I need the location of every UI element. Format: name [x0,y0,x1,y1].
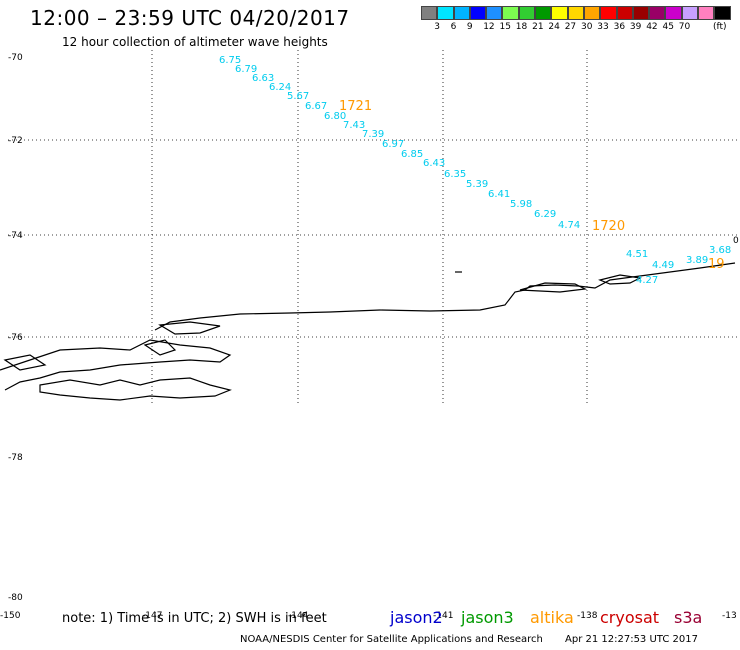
lat-axis-labels: -70 -72 -74 -76 -78 -80 [8,53,23,603]
swh-value: 7.39 [362,129,384,140]
swh-value: 3.89 [686,255,708,266]
coastline [0,262,736,401]
swh-value: 6.43 [423,158,445,169]
swh-value: 4.51 [626,249,648,260]
lon-axis-labels: -150 -147 -144 -141 -138 -13 0 [0,236,739,621]
swh-value: 6.29 [534,209,556,220]
swh-value: 4.27 [636,275,658,286]
colorbar-swatch [437,6,454,20]
swh-value: 3.68 [709,245,731,256]
colorbar-swatch [469,6,487,20]
lat-label: -72 [8,136,23,146]
colorbar-label: 21 [532,22,544,32]
swh-value: 6.85 [401,149,423,160]
colorbar-swatch [649,6,666,20]
footer-note: note: 1) Time is in UTC; 2) SWH is in fe… [62,611,327,626]
colorbar-swatch [535,6,552,20]
swh-value: 6.97 [382,139,404,150]
corner-label: 0 [733,236,739,246]
swh-value: 4.74 [558,220,580,231]
colorbar-label: 70 [678,22,691,32]
credit-text: NOAA/NESDIS Center for Satellite Applica… [240,634,543,645]
lat-label: -78 [8,453,23,463]
legend-jason3: jason3 [461,608,514,627]
colorbar [421,6,731,20]
colorbar-swatch [486,6,503,20]
colorbar-label: 6 [450,22,457,32]
swh-value: 6.24 [269,82,291,93]
colorbar-label: 36 [613,22,626,32]
legend-altika: altika [530,608,574,627]
colorbar-label: 3 [434,22,441,32]
colorbar-swatch [698,6,715,20]
colorbar-swatch [616,6,633,20]
colorbar-swatch [583,6,601,20]
colorbar-label: 33 [597,22,609,32]
lon-label: -147 [142,611,162,621]
colorbar-labels: 3 6 9 12 15 18 21 24 27 30 33 36 39 42 45 70 [421,22,731,36]
colorbar-swatch [681,6,699,20]
colorbar-label: 12 [483,22,495,32]
map-title: 12:00 – 23:59 UTC 04/20/2017 [30,6,350,30]
lat-label: -80 [8,593,23,603]
colorbar-swatch [453,6,470,20]
lon-label: -138 [577,611,598,621]
colorbar-swatch [665,6,682,20]
swh-value: 6.63 [252,73,274,84]
colorbar-swatch [502,6,519,20]
colorbar-label: 15 [499,22,511,32]
track-3-values: 4.51 4.49 3.89 3.68 4.27 [626,245,731,286]
colorbar-label: 30 [581,22,593,32]
swh-value: 6.41 [488,189,510,200]
colorbar-swatch [567,6,584,20]
colorbar-label: 45 [662,22,674,32]
colorbar-label: 18 [515,22,528,32]
swh-value: 6.79 [235,64,257,75]
lat-label: -74 [8,231,23,241]
legend-cryosat: cryosat [600,608,660,627]
colorbar-swatch [632,6,650,20]
colorbar-label: 27 [564,22,577,32]
pass-label-1721: 1721 [339,99,372,114]
swh-value: 6.80 [324,111,346,122]
pass-label-19: 19 [708,257,725,272]
colorbar-label: 39 [629,22,642,32]
swh-value: 5.98 [510,199,532,210]
map-subtitle: 12 hour collection of altimeter wave hei… [62,35,328,49]
lon-label: -150 [0,611,21,621]
lat-label: -70 [8,53,23,63]
swh-value: 6.75 [219,55,241,66]
lon-label: -144 [288,611,309,621]
track-1-values: 6.75 6.79 6.63 6.24 5.67 6.67 6.80 7.43 … [219,55,580,231]
grid-lines [8,50,740,405]
swh-value: 4.49 [652,260,674,271]
swh-value: 5.39 [466,179,488,190]
swh-value: 7.43 [343,120,365,131]
colorbar-swatch [551,6,568,20]
colorbar-swatch [600,6,617,20]
lat-label: -76 [8,333,23,343]
lon-label: -13 [722,611,737,621]
colorbar-swatch [421,6,438,20]
colorbar-label: 24 [548,22,560,32]
swh-value: 5.67 [287,91,309,102]
legend-jason2: jason2 [390,608,443,627]
track-labels: 1721 1720 19 [339,99,725,272]
colorbar-label: 9 [466,22,473,32]
colorbar-unit: (ft) [713,22,727,32]
colorbar-swatch [714,6,731,20]
colorbar-swatch [518,6,536,20]
colorbar-label: 42 [646,22,658,32]
legend-s3a: s3a [674,608,703,627]
generated-timestamp: Apr 21 12:27:53 UTC 2017 [565,634,698,645]
swh-value: 6.67 [305,101,327,112]
swh-value: 6.35 [444,169,466,180]
pass-label-1720: 1720 [592,219,625,234]
lon-label: -141 [433,611,453,621]
